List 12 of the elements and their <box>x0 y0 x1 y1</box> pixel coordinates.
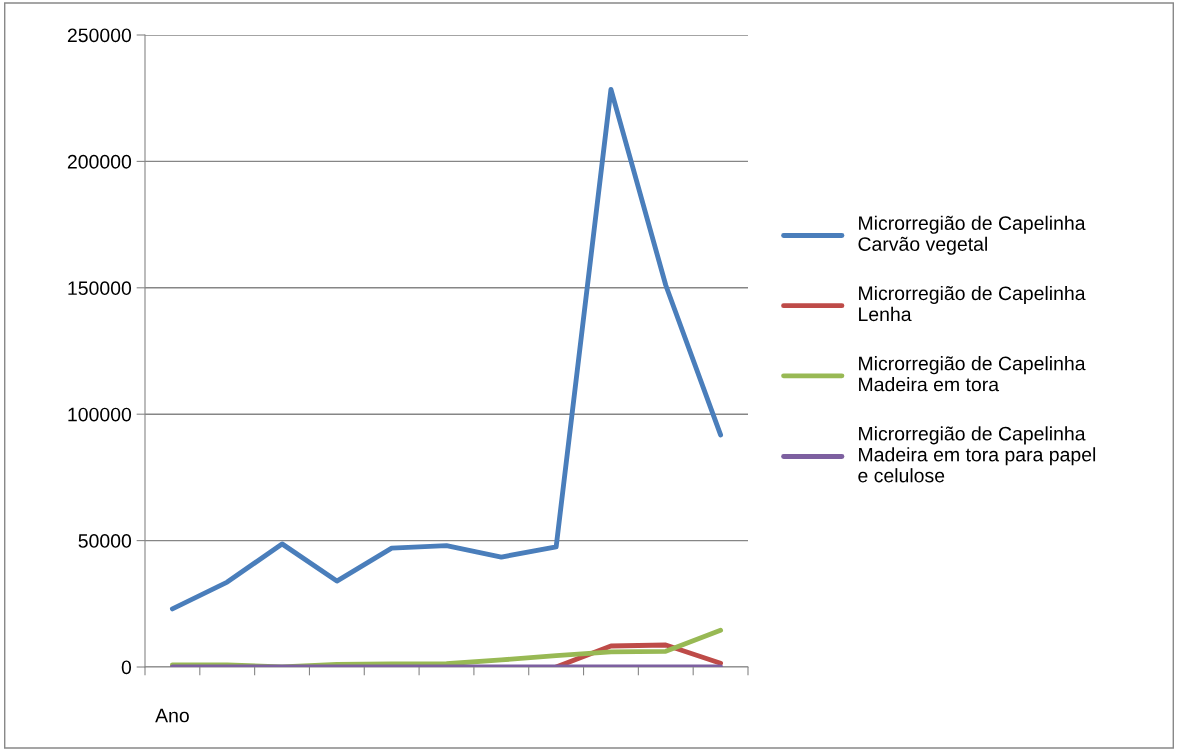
y-tick-label: 200000 <box>67 154 132 169</box>
y-tick-label: 50000 <box>78 534 132 548</box>
line-series <box>169 86 724 612</box>
y-tick-label: 100000 <box>68 407 132 422</box>
y-tick-label: 150000 <box>68 281 132 296</box>
legend-label: Microrregião de Capelinha Lenha <box>859 285 1086 322</box>
legend-label: Microrregião de Capelinha Madeira em tora para papel e celulose <box>858 426 1096 483</box>
y-tick-label: 250000 <box>67 28 132 43</box>
legend-label: Microrregião de Capelinha Carvão vegetal <box>858 215 1086 255</box>
y-tick-label: 0 <box>121 660 132 675</box>
legend-label: Microrregião de Capelinha Madeira em tora <box>859 356 1086 392</box>
x-tick-label: Ano <box>155 708 189 723</box>
